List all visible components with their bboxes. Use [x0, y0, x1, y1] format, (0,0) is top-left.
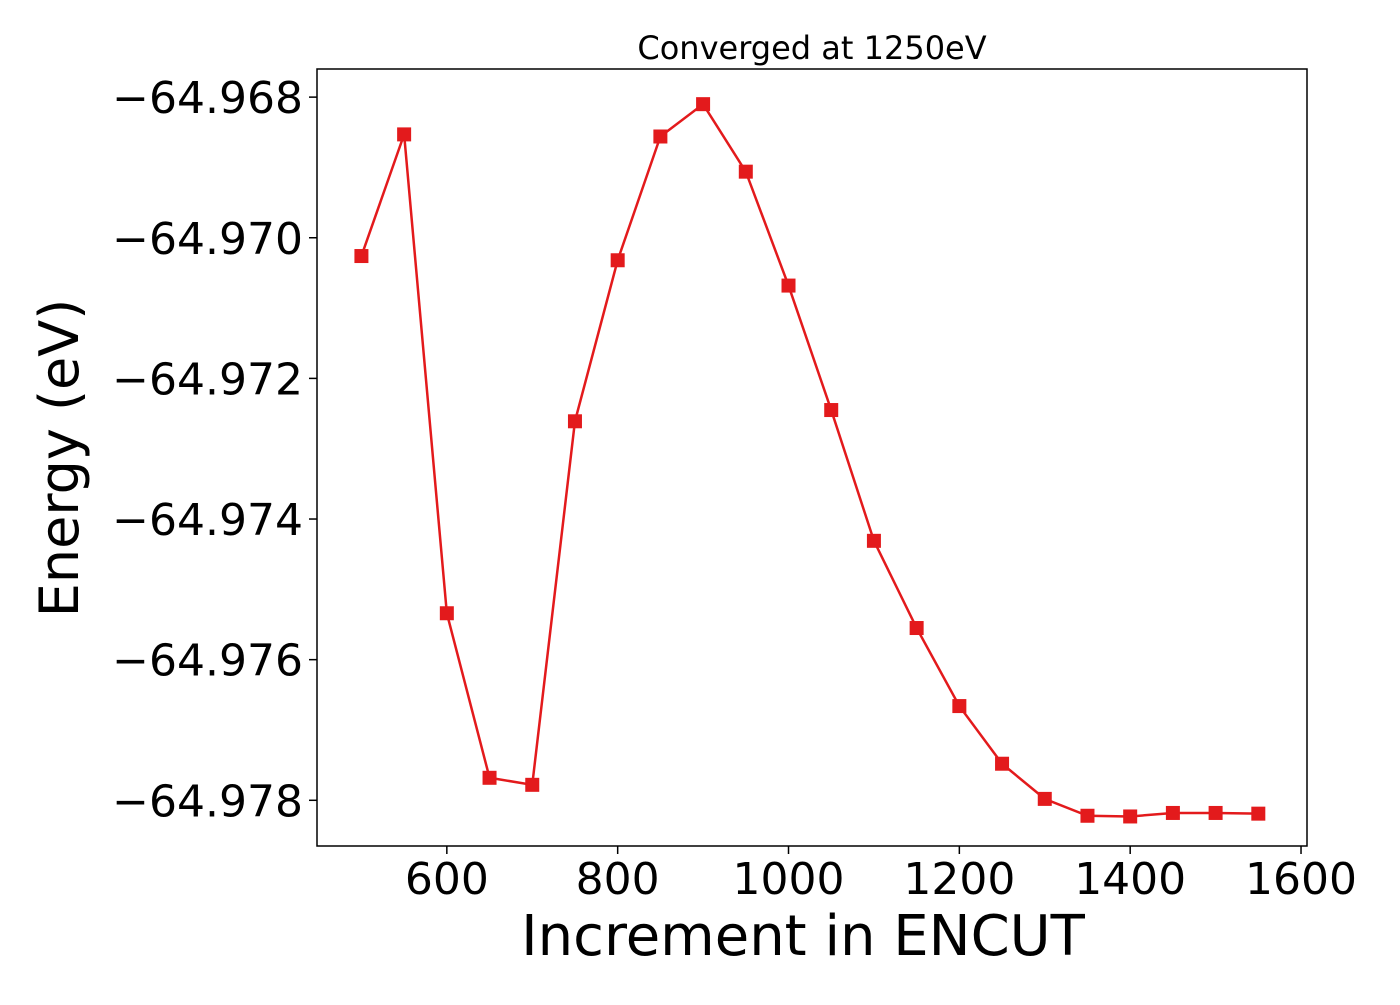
data-point-marker: [1037, 791, 1052, 806]
data-point-marker: [653, 129, 668, 144]
data-point-marker: [824, 403, 839, 418]
data-point-marker: [567, 414, 582, 429]
data-point-marker: [1080, 808, 1095, 823]
y-tick-label: −64.968: [112, 73, 303, 124]
plot-area-frame: [316, 68, 1308, 847]
data-point-marker: [525, 777, 540, 792]
data-point-marker: [439, 606, 454, 621]
x-axis-label: Increment in ENCUT: [521, 904, 1086, 969]
y-axis: −64.968 −64.970 −64.972 −64.974 −64.976 −64.9…: [112, 73, 317, 827]
data-point-marker: [1251, 806, 1266, 821]
y-axis-label: Energy (eV): [28, 299, 91, 618]
data-point-marker: [354, 249, 369, 264]
x-tick-label: 600: [405, 854, 489, 905]
data-point-marker: [610, 253, 625, 268]
y-tick-label: −64.978: [112, 776, 303, 827]
data-point-marker: [909, 621, 924, 636]
y-tick-label: −64.974: [112, 495, 303, 546]
x-tick-label: 1200: [903, 854, 1015, 905]
data-point-marker: [397, 127, 412, 142]
chart-title: Converged at 1250eV: [637, 29, 986, 67]
data-point-marker: [781, 278, 796, 293]
x-axis: 600 800 1000 1200 1400 1600: [405, 846, 1357, 905]
data-point-marker: [738, 164, 753, 179]
x-tick-label: 1000: [733, 854, 845, 905]
data-point-marker: [952, 699, 967, 714]
data-point-marker: [1165, 805, 1180, 820]
y-tick-label: −64.976: [112, 636, 303, 687]
y-tick-label: −64.972: [112, 354, 303, 405]
y-tick-label: −64.970: [112, 214, 303, 265]
x-tick-label: 800: [576, 854, 660, 905]
data-point-marker: [482, 770, 497, 785]
series-layer: [354, 97, 1266, 824]
data-point-marker: [1123, 809, 1138, 824]
data-point-marker: [1208, 805, 1223, 820]
data-point-marker: [696, 97, 711, 112]
x-tick-label: 1400: [1074, 854, 1186, 905]
data-point-marker: [866, 533, 881, 548]
series-line: [360, 102, 1259, 818]
x-tick-label: 1600: [1245, 854, 1357, 905]
data-point-marker: [995, 756, 1010, 771]
